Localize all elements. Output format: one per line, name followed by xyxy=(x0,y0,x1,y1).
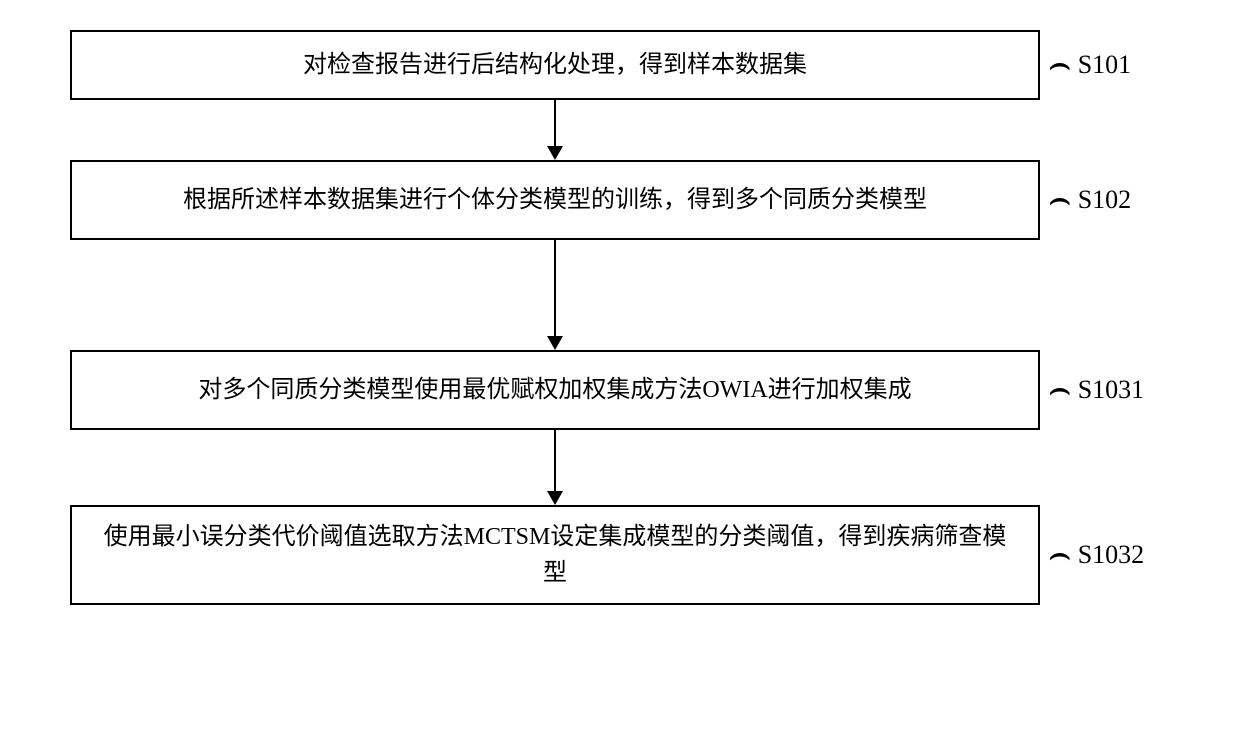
brace-icon: ⌢ xyxy=(1048,531,1072,574)
flow-step-box: 使用最小误分类代价阈值选取方法MCTSM设定集成模型的分类阈值，得到疾病筛查模型 xyxy=(70,505,1040,605)
flow-step-label-wrap: ⌢ S101 xyxy=(1048,47,1131,83)
flow-arrow-wrap xyxy=(70,100,1040,160)
flow-step-label: S102 xyxy=(1078,185,1131,215)
flow-step: 对检查报告进行后结构化处理，得到样本数据集 ⌢ S101 xyxy=(70,30,1170,100)
flowchart-container: 对检查报告进行后结构化处理，得到样本数据集 ⌢ S101 根据所述样本数据集进行… xyxy=(70,30,1170,605)
flow-step: 根据所述样本数据集进行个体分类模型的训练，得到多个同质分类模型 ⌢ S102 xyxy=(70,160,1170,240)
flow-step-box: 对多个同质分类模型使用最优赋权加权集成方法OWIA进行加权集成 xyxy=(70,350,1040,430)
flow-step-text: 使用最小误分类代价阈值选取方法MCTSM设定集成模型的分类阈值，得到疾病筛查模型 xyxy=(92,519,1018,591)
flow-arrow-wrap xyxy=(70,430,1040,505)
flow-step-label: S1031 xyxy=(1078,375,1144,405)
flow-arrow-wrap xyxy=(70,240,1040,350)
flow-step-label-wrap: ⌢ S102 xyxy=(1048,182,1131,218)
arrow-head-icon xyxy=(547,336,563,350)
arrow-shaft xyxy=(554,100,556,146)
brace-icon: ⌢ xyxy=(1048,366,1072,409)
flow-step-box: 根据所述样本数据集进行个体分类模型的训练，得到多个同质分类模型 xyxy=(70,160,1040,240)
arrow-head-icon xyxy=(547,146,563,160)
brace-icon: ⌢ xyxy=(1048,41,1072,84)
flow-step: 使用最小误分类代价阈值选取方法MCTSM设定集成模型的分类阈值，得到疾病筛查模型… xyxy=(70,505,1170,605)
flow-arrow xyxy=(547,430,563,505)
flow-step-label: S1032 xyxy=(1078,540,1144,570)
flow-step-text: 根据所述样本数据集进行个体分类模型的训练，得到多个同质分类模型 xyxy=(183,182,927,218)
flow-step-box: 对检查报告进行后结构化处理，得到样本数据集 xyxy=(70,30,1040,100)
flow-step: 对多个同质分类模型使用最优赋权加权集成方法OWIA进行加权集成 ⌢ S1031 xyxy=(70,350,1170,430)
flow-step-text: 对多个同质分类模型使用最优赋权加权集成方法OWIA进行加权集成 xyxy=(198,372,911,408)
brace-icon: ⌢ xyxy=(1048,176,1072,219)
arrow-shaft xyxy=(554,240,556,336)
flow-step-label: S101 xyxy=(1078,50,1131,80)
flow-step-text: 对检查报告进行后结构化处理，得到样本数据集 xyxy=(303,47,807,83)
arrow-head-icon xyxy=(547,491,563,505)
arrow-shaft xyxy=(554,430,556,491)
flow-arrow xyxy=(547,240,563,350)
flow-step-label-wrap: ⌢ S1031 xyxy=(1048,372,1144,408)
flow-arrow xyxy=(547,100,563,160)
flow-step-label-wrap: ⌢ S1032 xyxy=(1048,537,1144,573)
